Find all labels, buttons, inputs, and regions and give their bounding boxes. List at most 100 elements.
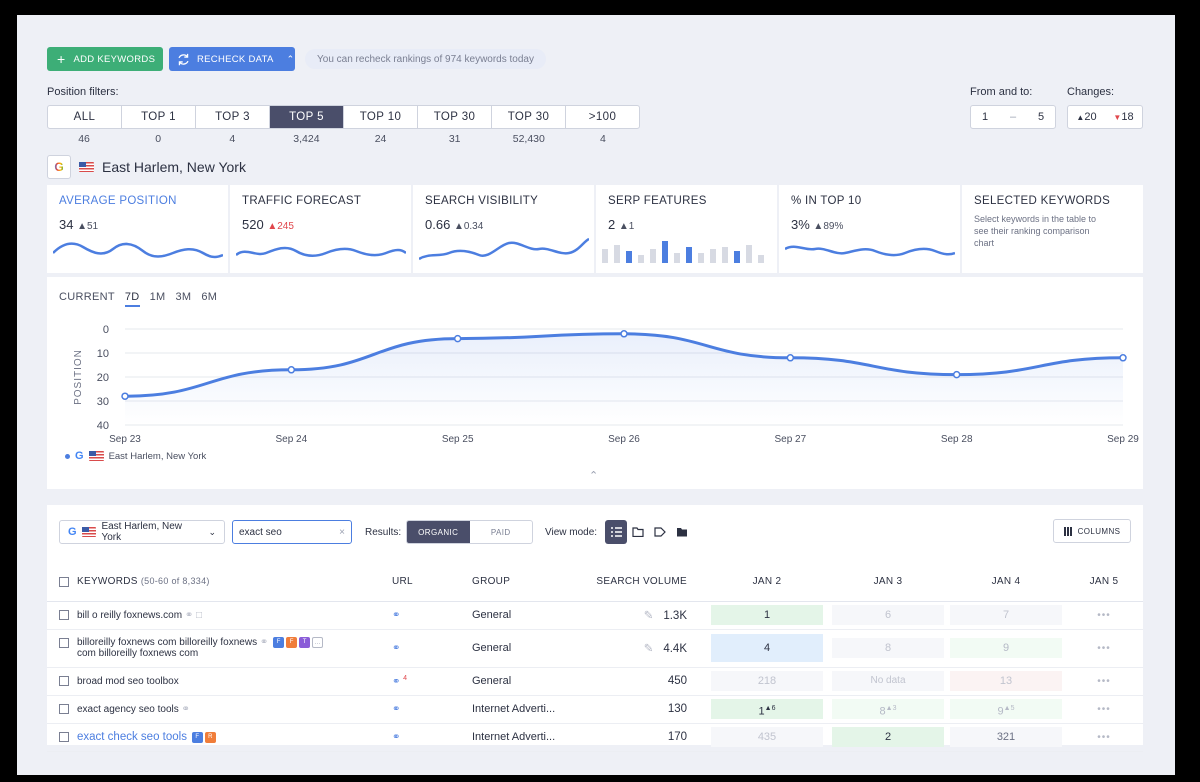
position-cell[interactable]: 6 (832, 605, 944, 625)
metric-traffic-forecast[interactable]: TRAFFIC FORECAST 520 ▲245 (230, 185, 411, 273)
date-header-jan2[interactable]: JAN 2 (705, 563, 829, 602)
position-cell-more[interactable]: ••• (1065, 601, 1143, 630)
keyword-text-line2[interactable]: com billoreilly foxnews com (77, 648, 199, 659)
changes-filter[interactable]: ▲20 ▼18 (1067, 105, 1143, 129)
position-cell-more[interactable]: ••• (1065, 695, 1143, 724)
url-link-icon[interactable]: ⚭ (392, 731, 401, 743)
position-cell-more[interactable]: ••• (1065, 723, 1143, 752)
tag-view-icon[interactable] (649, 520, 671, 544)
row-checkbox[interactable] (59, 675, 69, 686)
search-value[interactable]: exact seo (239, 526, 282, 538)
position-cell[interactable]: 1 (711, 605, 823, 625)
position-cell[interactable]: 2 (832, 727, 944, 747)
row-checkbox[interactable] (59, 609, 69, 620)
keyword-search-input[interactable]: exact seo × (232, 520, 352, 544)
keyword-text[interactable]: bill o reilly foxnews.com (77, 609, 183, 621)
metric-search-visibility[interactable]: SEARCH VISIBILITY 0.66 ▲0.34 (413, 185, 594, 273)
position-cell[interactable]: 8▲3 (832, 699, 944, 719)
position-cell[interactable]: 435 (711, 727, 823, 747)
keyword-text[interactable]: exact check seo tools (77, 731, 187, 743)
position-cell[interactable]: 4 (711, 634, 823, 662)
serp-feature-bar (674, 253, 680, 263)
link-small-icon[interactable]: ⚭ (259, 637, 269, 648)
position-cell-more[interactable]: ••• (1065, 629, 1143, 668)
url-link-icon[interactable]: ⚭ (392, 642, 401, 654)
row-checkbox[interactable] (59, 638, 69, 648)
link-small-icon[interactable]: ⚭ (184, 609, 194, 621)
list-view-icon[interactable] (605, 520, 627, 544)
url-header[interactable]: URL (392, 563, 472, 602)
table-row[interactable]: broad mod seo toolbox ⚭ 4 General 450 21… (47, 667, 1143, 696)
keyword-text[interactable]: billoreilly foxnews com billoreilly foxn… (77, 637, 258, 648)
more-tags-icon[interactable]: … (312, 637, 324, 648)
dark-folder-view-icon[interactable] (671, 520, 693, 544)
folder-view-icon[interactable] (627, 520, 649, 544)
position-cell[interactable]: 218 (711, 671, 823, 691)
position-cell[interactable]: 321 (950, 727, 1062, 747)
period-tab-7d[interactable]: 7D (124, 291, 140, 307)
position-cell[interactable]: 9 (950, 638, 1062, 658)
google-icon: G (68, 526, 77, 538)
table-row[interactable]: bill o reilly foxnews.com ⚭ □ ⚭ General … (47, 601, 1143, 630)
metric-title: TRAFFIC FORECAST (242, 195, 362, 207)
position-filter-3[interactable]: TOP 5 (270, 106, 344, 128)
date-header-jan3[interactable]: JAN 3 (829, 563, 947, 602)
keyword-text[interactable]: broad mod seo toolbox (77, 675, 179, 687)
group-header[interactable]: GROUP (472, 563, 589, 602)
range-from[interactable]: 1 (981, 111, 989, 123)
clear-icon[interactable]: × (339, 526, 345, 538)
range-label: From and to: (970, 86, 1033, 98)
select-all-checkbox[interactable] (59, 576, 69, 587)
metric-value: 34 (59, 217, 74, 232)
metric-value-row: 3% ▲89% (791, 217, 948, 232)
paid-button[interactable]: PAID (490, 527, 511, 537)
position-cell[interactable]: 9▲5 (950, 699, 1062, 719)
range-to[interactable]: 5 (1037, 111, 1045, 123)
url-link-icon[interactable]: ⚭ (392, 703, 401, 715)
url-link-icon[interactable]: ⚭ (392, 609, 401, 621)
keywords-header[interactable]: KEYWORDS (50-60 of 8,334) (47, 563, 392, 602)
position-filter-2[interactable]: TOP 3 (196, 106, 270, 128)
recheck-data-button[interactable]: RECHECK DATA ⌃ (169, 47, 295, 71)
position-filter-1[interactable]: TOP 1 (122, 106, 196, 128)
position-filter-5[interactable]: TOP 30 (418, 106, 492, 128)
organic-button[interactable]: ORGANIC (407, 521, 470, 543)
position-filter-7[interactable]: >100 (588, 111, 617, 123)
keyword-text[interactable]: exact agency seo tools (77, 703, 179, 715)
period-tab-1m[interactable]: 1M (149, 291, 166, 303)
metric-average-position[interactable]: AVERAGE POSITION 34 ▲51 (47, 185, 228, 273)
location-select[interactable]: G East Harlem, New York ⌄ (59, 520, 225, 544)
position-cell[interactable]: 7 (950, 605, 1062, 625)
position-filter-6[interactable]: TOP 30 (492, 106, 566, 128)
date-header-jan5[interactable]: JAN 5 (1065, 563, 1143, 602)
position-filter-0[interactable]: ALL (48, 106, 122, 128)
period-tab-3m[interactable]: 3M (175, 291, 192, 303)
position-cell[interactable]: No data (832, 671, 944, 691)
date-header-jan4[interactable]: JAN 4 (947, 563, 1065, 602)
period-tab-6m[interactable]: 6M (201, 291, 218, 303)
metric-serp-features[interactable]: SERP FEATURES 2 ▲1 (596, 185, 777, 273)
add-keywords-button[interactable]: + ADD KEYWORDS (47, 47, 163, 71)
us-flag-icon (81, 527, 97, 537)
google-icon[interactable]: G (47, 155, 71, 179)
comment-icon[interactable]: □ (196, 609, 203, 621)
position-filter-4[interactable]: TOP 10 (344, 106, 418, 128)
position-range-input[interactable]: 1 – 5 (970, 105, 1056, 129)
changes-down[interactable]: ▼18 (1113, 111, 1134, 123)
row-checkbox[interactable] (59, 732, 69, 743)
table-row[interactable]: billoreilly foxnews com billoreilly foxn… (47, 629, 1143, 668)
position-cell-more[interactable]: ••• (1065, 667, 1143, 696)
position-cell[interactable]: 1▲6 (711, 699, 823, 719)
metric-in-top-10[interactable]: % IN TOP 10 3% ▲89% (779, 185, 960, 273)
position-cell[interactable]: 8 (832, 638, 944, 658)
collapse-chevron-icon[interactable]: ⌃ (589, 470, 599, 482)
table-row[interactable]: exact agency seo tools ⚭ ⚭ Internet Adve… (47, 695, 1143, 724)
search-volume-header[interactable]: SEARCH VOLUME (589, 563, 705, 602)
row-checkbox[interactable] (59, 703, 69, 714)
position-cell[interactable]: 13 (950, 671, 1062, 691)
columns-button[interactable]: COLUMNS (1053, 519, 1131, 543)
link-small-icon[interactable]: ⚭ (181, 703, 190, 715)
url-link-icon[interactable]: ⚭ (392, 676, 401, 688)
changes-up[interactable]: ▲20 (1076, 111, 1097, 123)
